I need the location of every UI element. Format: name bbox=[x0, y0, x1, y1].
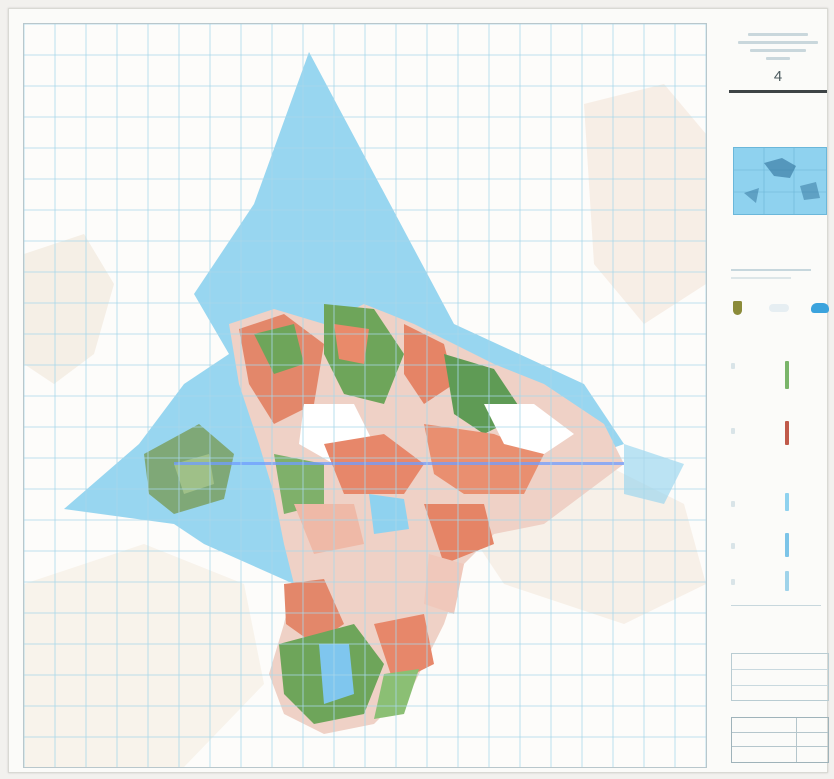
legend-swatch bbox=[769, 304, 789, 312]
legend-swatch-red bbox=[785, 421, 789, 445]
legend-swatch-blue bbox=[785, 493, 789, 511]
legend-panel: 4 bbox=[725, 23, 831, 766]
sheet-number: 4 bbox=[773, 68, 783, 85]
inset-map[interactable] bbox=[733, 147, 827, 215]
info-table bbox=[731, 653, 829, 701]
legend-mark bbox=[731, 543, 735, 549]
legend-separator bbox=[731, 605, 821, 606]
legend-mark bbox=[731, 363, 735, 369]
map-grid bbox=[24, 24, 706, 767]
title-block: 4 bbox=[725, 33, 831, 93]
legend-line bbox=[731, 269, 811, 271]
legend-line bbox=[731, 277, 791, 279]
title-line bbox=[748, 33, 808, 36]
shield-icon bbox=[733, 301, 742, 315]
legend-swatch-green bbox=[785, 361, 789, 389]
info-table bbox=[731, 717, 829, 763]
legend-symbol-row bbox=[731, 301, 829, 315]
legend-mark bbox=[731, 428, 735, 434]
legend-swatch-blue bbox=[785, 571, 789, 591]
title-line bbox=[738, 41, 818, 44]
title-rule bbox=[729, 90, 827, 93]
map-canvas[interactable] bbox=[24, 24, 706, 767]
map-sheet: 4 bbox=[8, 8, 831, 773]
whale-icon bbox=[811, 303, 829, 313]
map-frame[interactable] bbox=[23, 23, 707, 768]
legend-mark bbox=[731, 579, 735, 585]
scan-line bbox=[174, 462, 624, 465]
title-line bbox=[750, 49, 806, 52]
legend-swatch-blue bbox=[785, 533, 789, 557]
title-line bbox=[766, 57, 790, 60]
legend-mark bbox=[731, 501, 735, 507]
inset-map-canvas bbox=[734, 148, 826, 214]
